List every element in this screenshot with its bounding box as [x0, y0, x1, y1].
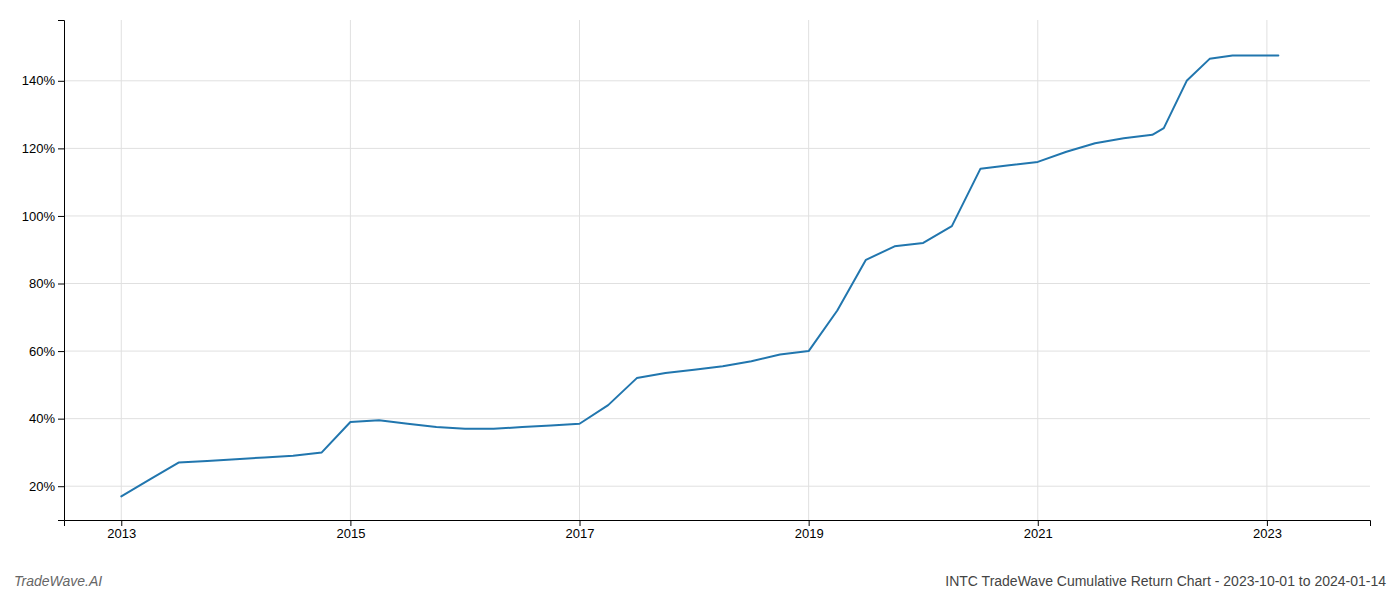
y-axis-line	[58, 21, 65, 521]
x-tick: 2017	[566, 520, 595, 541]
y-grid-line	[64, 351, 1370, 352]
x-tick-mark	[580, 520, 581, 526]
y-grid-line	[64, 148, 1370, 149]
x-tick: 2019	[795, 520, 824, 541]
grid	[64, 20, 1370, 520]
x-grid-line	[1266, 20, 1267, 520]
x-tick: 2015	[336, 520, 365, 541]
x-tick-mark	[1267, 520, 1268, 526]
y-tick-mark	[58, 284, 64, 285]
x-tick-label: 2021	[1024, 526, 1053, 541]
y-tick-label: 120%	[22, 141, 56, 156]
y-tick-mark	[58, 81, 64, 82]
y-tick-label: 20%	[29, 479, 55, 494]
x-tick-label: 2013	[107, 526, 136, 541]
y-grid-line	[64, 283, 1370, 284]
y-grid-line	[64, 215, 1370, 216]
y-tick: 140%	[22, 73, 64, 88]
watermark: TradeWave.AI	[14, 573, 102, 589]
x-tick: 2023	[1253, 520, 1282, 541]
x-tick-label: 2017	[566, 526, 595, 541]
x-grid-line	[808, 20, 809, 520]
y-tick: 40%	[29, 411, 64, 426]
y-tick-label: 40%	[29, 411, 55, 426]
y-tick-mark	[58, 351, 64, 352]
y-tick: 20%	[29, 479, 64, 494]
x-axis-line	[65, 521, 1371, 527]
plot-area	[121, 55, 1278, 496]
x-grid-line	[579, 20, 580, 520]
x-axis: 2013 2015 2017 2019 2021 2023	[65, 520, 1371, 541]
line	[121, 55, 1278, 496]
x-grid-line	[121, 20, 122, 520]
y-grid-line	[64, 486, 1370, 487]
x-tick: 2013	[107, 520, 136, 541]
y-tick: 60%	[29, 344, 64, 359]
y-tick-mark	[58, 216, 64, 217]
x-tick-label: 2023	[1253, 526, 1282, 541]
y-tick-label: 80%	[29, 276, 55, 291]
chart: 2013 2015 2017 2019 2021 2023 20% 40% 60% 80% 100%…	[0, 0, 1400, 600]
y-tick-label: 60%	[29, 344, 55, 359]
x-tick-label: 2019	[795, 526, 824, 541]
y-tick-mark	[58, 419, 64, 420]
x-grid-line	[350, 20, 351, 520]
y-tick-label: 100%	[22, 209, 56, 224]
x-tick-mark	[1038, 520, 1039, 526]
y-tick: 80%	[29, 276, 64, 291]
y-tick-mark	[58, 486, 64, 487]
x-tick-mark	[121, 520, 122, 526]
y-grid-line	[64, 80, 1370, 81]
x-tick-mark	[809, 520, 810, 526]
x-tick: 2021	[1024, 520, 1053, 541]
y-tick-label: 140%	[22, 73, 56, 88]
y-tick: 120%	[22, 141, 64, 156]
y-grid-line	[64, 418, 1370, 419]
x-grid-line	[1037, 20, 1038, 520]
title: INTC TradeWave Cumulative Return Chart -…	[945, 573, 1386, 589]
y-tick-mark	[58, 148, 64, 149]
y-tick: 100%	[22, 209, 64, 224]
y-axis: 20% 40% 60% 80% 100% 120% 140%	[22, 21, 65, 521]
x-tick-label: 2015	[336, 526, 365, 541]
x-tick-mark	[350, 520, 351, 526]
